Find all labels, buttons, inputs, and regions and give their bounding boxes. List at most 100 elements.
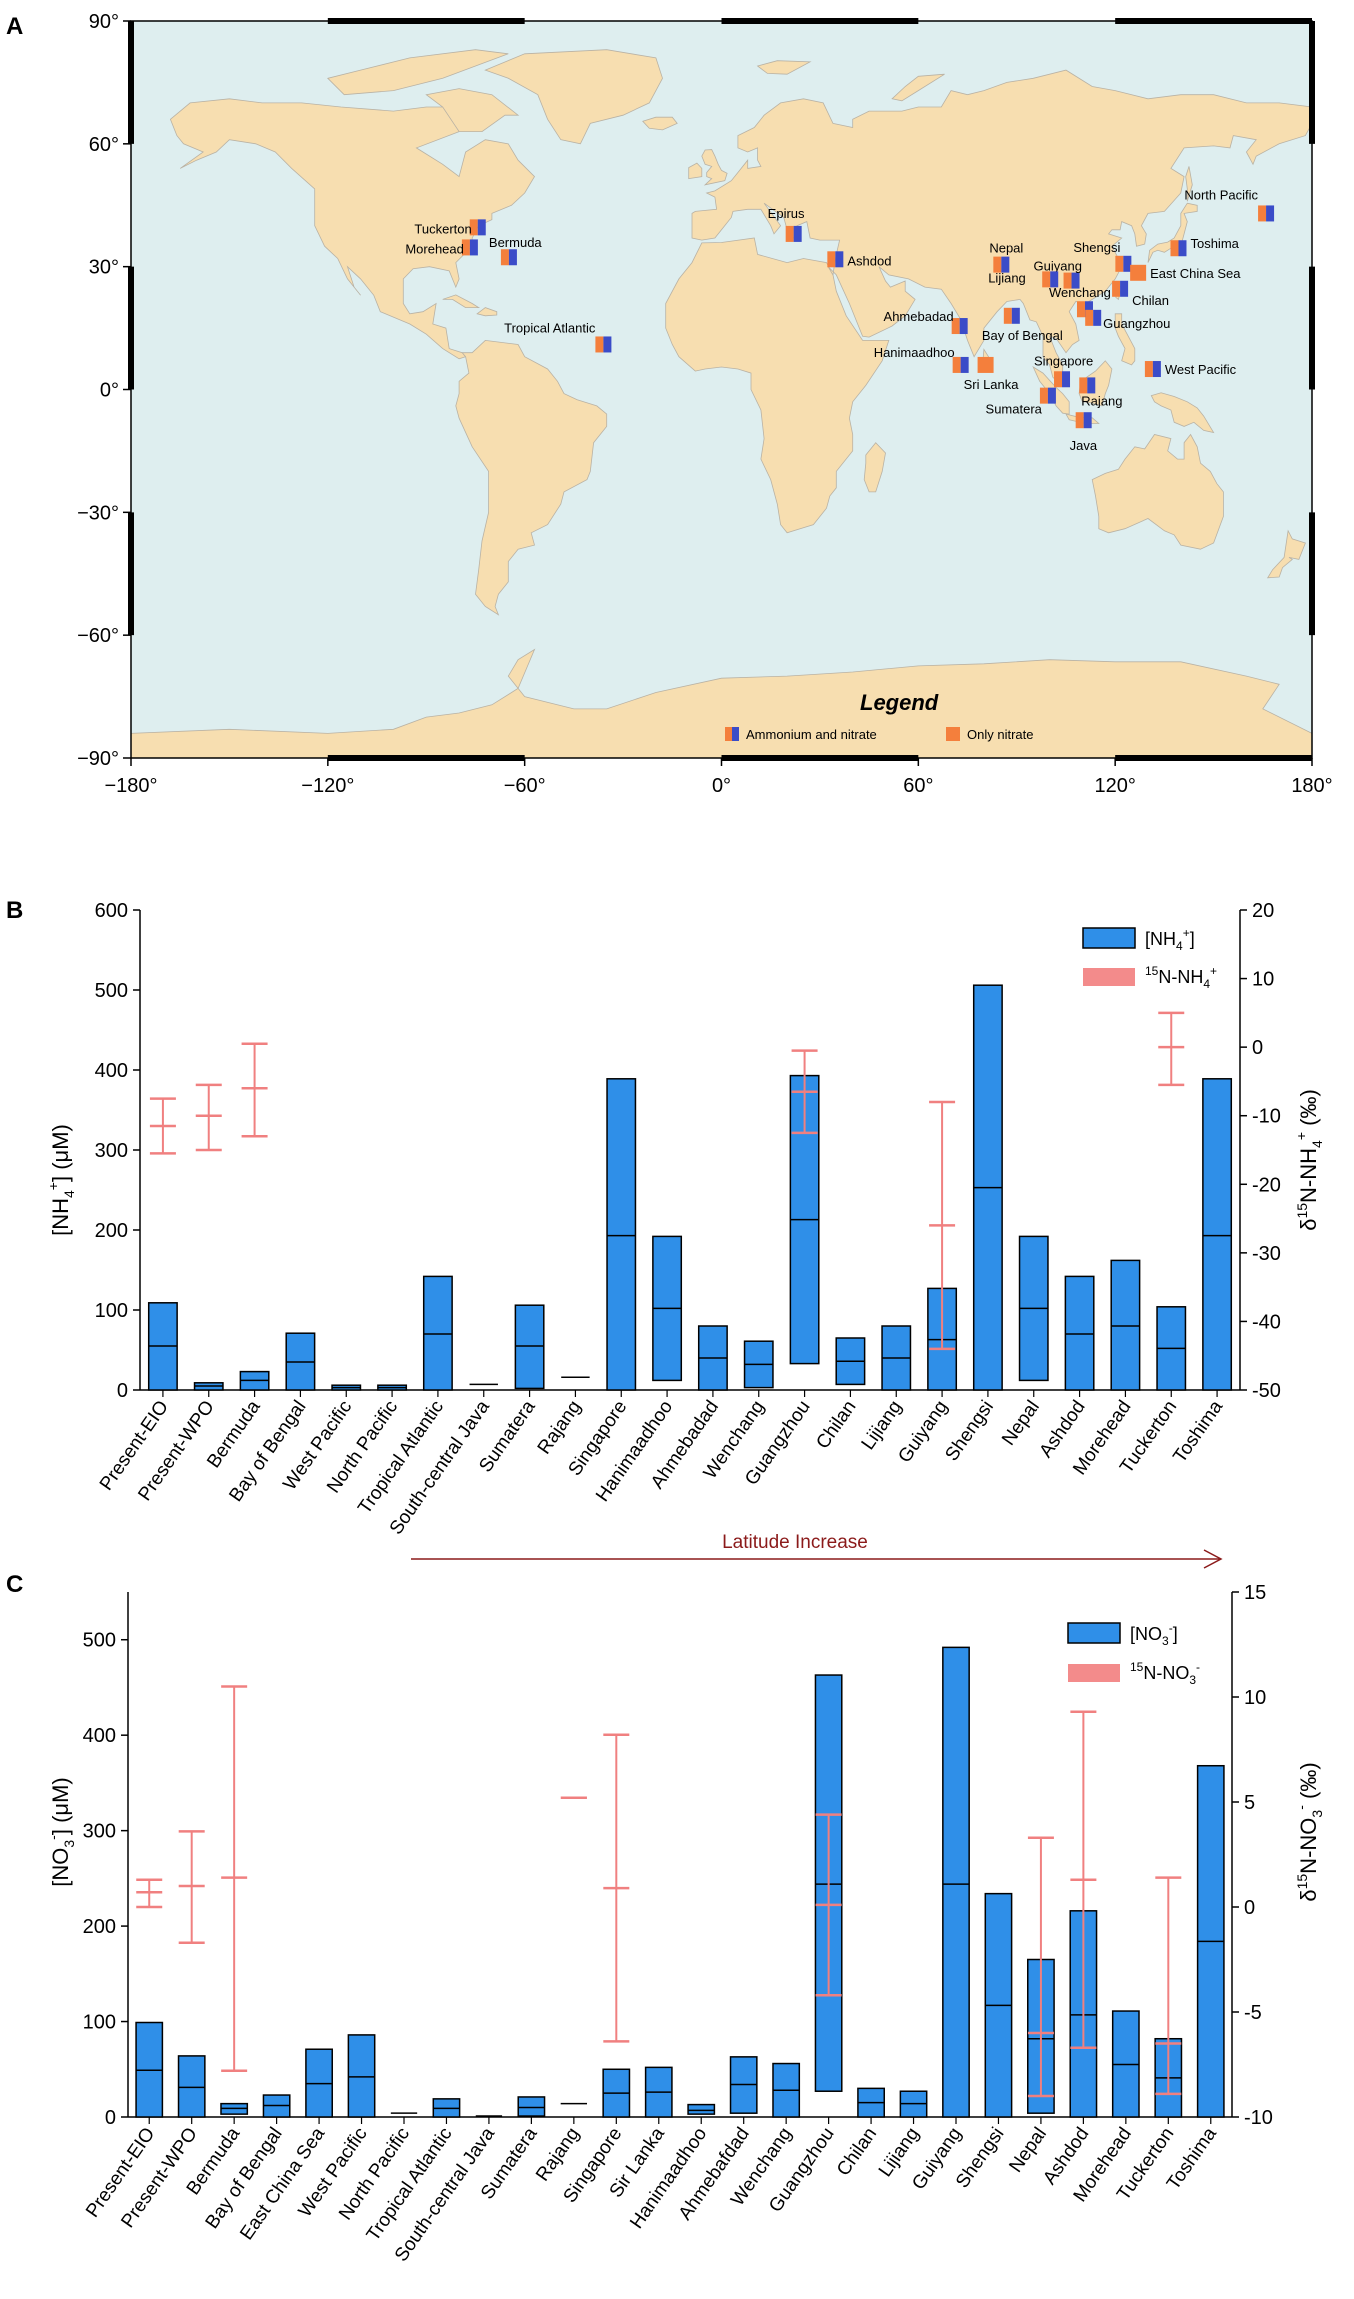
site-marker-blue [469, 239, 478, 256]
land-ireland [688, 162, 703, 180]
y-left-tick-label: 400 [83, 1725, 116, 1747]
legend-nitrate-swatch [946, 727, 960, 741]
map-lat-tick-label: −30° [77, 502, 119, 524]
site-label: Nepal [989, 241, 1023, 256]
map-lon-tick-label: −60° [504, 775, 546, 797]
site-wenchang: Wenchang [1049, 285, 1111, 318]
site-marker-blue [1178, 240, 1187, 257]
site-label: Lijiang [988, 270, 1026, 285]
panel-b-legend: [NH4+] 15N-NH4+ [1082, 926, 1217, 991]
y-left-tick-label: 100 [95, 1300, 128, 1322]
site-label: East China Sea [1150, 266, 1241, 281]
site-guiyang: Guiyang [1034, 259, 1082, 289]
site-chilan: Chilan [1112, 280, 1169, 308]
site-marker-blue [960, 356, 969, 373]
map-lon-tick-label: 180° [1291, 775, 1332, 797]
site-marker-blue [508, 249, 517, 266]
panel-c-legend-error-label: 15N-NO3- [1130, 1660, 1200, 1687]
isotope-range-singapore [603, 1733, 630, 2043]
site-tuckerton: Tuckerton [414, 219, 486, 236]
isotope-range-guangzhou [815, 1813, 842, 1997]
legend-both-label: Ammonium and nitrate [746, 727, 877, 742]
site-marker-blue [1152, 361, 1161, 378]
site-marker-orange [1063, 272, 1072, 289]
panel-c-ylabel-right: δ15N-NO3- (‰) [1293, 1762, 1325, 1901]
site-marker-orange [1042, 271, 1051, 288]
isotope-range-bermuda [241, 1042, 268, 1138]
site-marker-orange [827, 251, 836, 268]
y-right-tick-label: 10 [1252, 969, 1274, 991]
panel-b-y-left-title: [NH4+] (μM) [45, 1124, 77, 1236]
y-right-tick-label: 0 [1244, 1897, 1255, 1919]
panel-c-bars [135, 1646, 1225, 2118]
site-singapore: Singapore [1034, 353, 1093, 388]
y-right-tick-label: 20 [1252, 900, 1274, 922]
site-label: Ashdod [847, 253, 891, 268]
land-new-guinea [1150, 392, 1215, 434]
site-label: West Pacific [1165, 362, 1237, 377]
site-label: Singapore [1034, 353, 1093, 368]
site-epirus: Epirus [768, 206, 805, 242]
site-marker-blue [1123, 255, 1132, 272]
map-latitude-ticks: 90° 60° 30° 0° −30° −60° −90° [77, 11, 131, 770]
isotope-range-present-wpo [195, 1083, 222, 1152]
y-right-tick-label: -40 [1252, 1311, 1281, 1333]
site-morehead: Morehead [405, 239, 478, 256]
site-marker-blue [1093, 309, 1102, 326]
site-east-china-sea: East China Sea [1130, 264, 1241, 281]
y-right-tick-label: -30 [1252, 1243, 1281, 1265]
map-lat-tick-label: 90° [89, 11, 119, 33]
land-hispaniola [476, 307, 498, 317]
land-iceland [642, 116, 678, 131]
isotope-range-guiyang [929, 1100, 956, 1351]
map-lon-tick-label: −180° [104, 775, 157, 797]
y-right-tick-label: 0 [1252, 1037, 1263, 1059]
map-land [130, 49, 1313, 759]
map-lat-tick-label: 30° [89, 257, 119, 279]
site-marker-orange [952, 356, 961, 373]
site-marker-blue [477, 219, 486, 236]
site-shengsi: Shengsi [1073, 240, 1132, 272]
site-marker-orange [1112, 280, 1121, 297]
panel-c-isotope-ranges [136, 1685, 1182, 2098]
panel-b-y-right-title: δ15N-NH4+ (‰) [1293, 1089, 1325, 1231]
legend-both-swatch-blue [732, 727, 739, 741]
bar-toshima [1202, 1078, 1233, 1391]
site-label: Rajang [1081, 393, 1122, 408]
y-right-tick-label: -10 [1244, 2107, 1273, 2129]
land-japan [1147, 202, 1198, 263]
land-new-zealand [1266, 529, 1306, 579]
category-label: Chilan [812, 1397, 860, 1453]
land-sakhalin [1185, 166, 1193, 202]
y-left-tick-label: 0 [117, 1380, 128, 1402]
panel-c-y-left-title: [NO3-] (μM) [45, 1777, 77, 1886]
site-marker-orange [1130, 264, 1147, 281]
site-label: Sumatera [986, 402, 1043, 417]
map-lon-tick-label: 60° [903, 775, 933, 797]
isotope-range-ashdod [1070, 1710, 1097, 2049]
map-lon-tick-label: −120° [301, 775, 354, 797]
map-legend: Legend Ammonium and nitrate Only nitrate [725, 690, 1033, 742]
legend-nitrate-label: Only nitrate [967, 727, 1033, 742]
site-label: Toshima [1190, 236, 1239, 251]
site-marker-blue [1084, 301, 1093, 318]
site-marker-orange [1085, 309, 1094, 326]
land-greenland [484, 49, 663, 145]
site-north-pacific: North Pacific [1184, 187, 1275, 222]
panel-a-label: A [6, 13, 23, 40]
site-label: Guangzhou [1103, 316, 1170, 331]
site-marker-blue [1062, 371, 1071, 388]
y-left-tick-label: 200 [95, 1220, 128, 1242]
y-left-tick-label: 200 [83, 1916, 116, 1938]
map-lon-tick-label: 0° [712, 775, 731, 797]
site-lijiang: Lijiang [988, 270, 1059, 288]
site-ashdod: Ashdod [827, 251, 891, 268]
site-ahmebadad: Ahmebadad [884, 309, 968, 335]
site-guangzhou: Guangzhou [1085, 309, 1170, 331]
latitude-arrow-label: Latitude Increase [722, 1532, 868, 1553]
site-hanimaadhoo: Hanimaadhoo [874, 345, 969, 373]
site-marker-blue [1047, 387, 1056, 404]
isotope-range-present-eio [136, 1878, 163, 1909]
isotope-range-tuckerton [1155, 1876, 1182, 2096]
